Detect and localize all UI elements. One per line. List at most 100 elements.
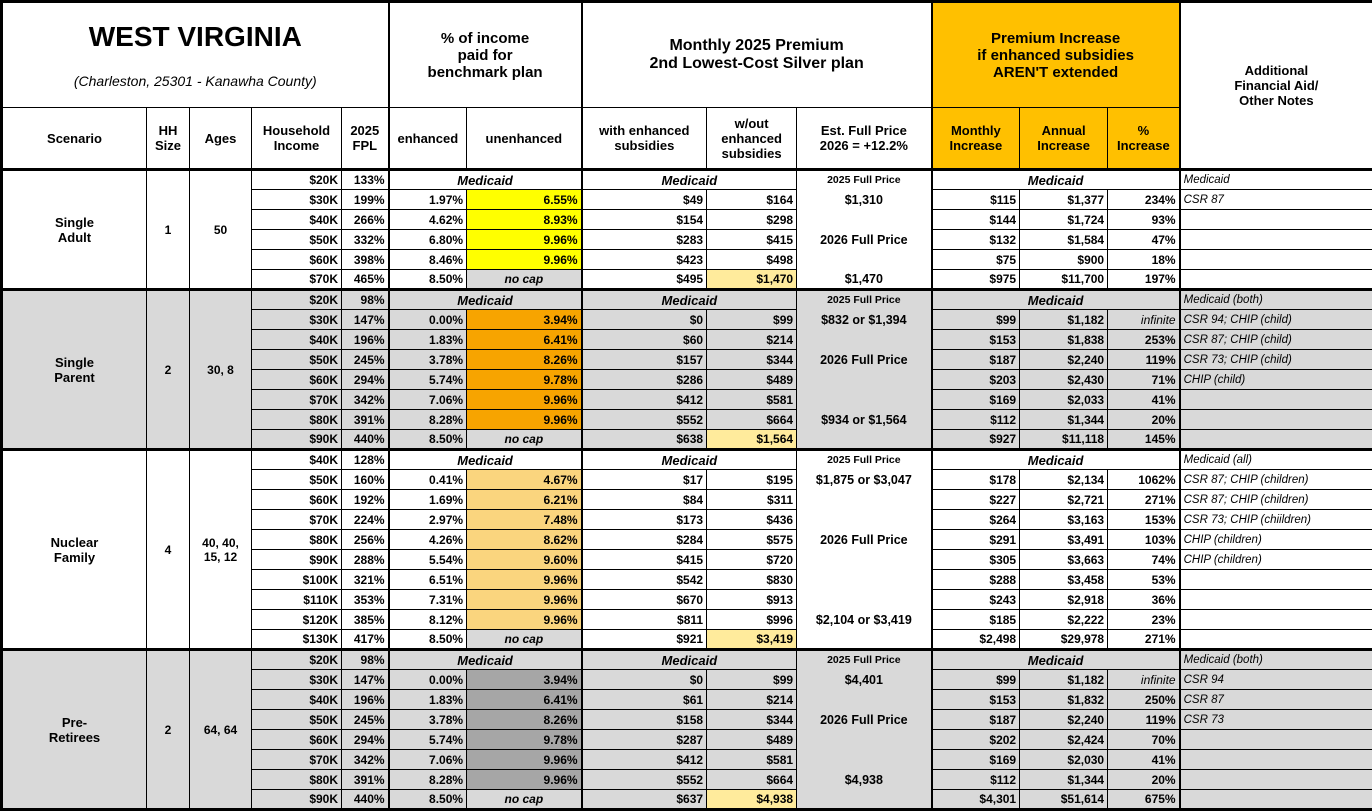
income-cell: $20K — [252, 170, 342, 190]
enhanced-pct-cell: 3.78% — [389, 710, 467, 730]
pct-increase-cell: 36% — [1108, 590, 1180, 610]
fpl-cell: 224% — [342, 510, 389, 530]
income-cell: $40K — [252, 210, 342, 230]
annual-increase-cell: $1,377 — [1020, 190, 1108, 210]
income-cell: $60K — [252, 490, 342, 510]
income-cell: $80K — [252, 530, 342, 550]
without-subsidies-cell: $1,470 — [707, 270, 797, 290]
annual-increase-cell: $1,182 — [1020, 310, 1108, 330]
without-subsidies-cell: $720 — [707, 550, 797, 570]
with-subsidies-cell: $542 — [582, 570, 707, 590]
without-subsidies-cell: $344 — [707, 710, 797, 730]
full-price-cell — [797, 490, 932, 510]
with-subsidies-cell: $173 — [582, 510, 707, 530]
notes-cell — [1180, 790, 1372, 810]
annual-increase-cell: $2,222 — [1020, 610, 1108, 630]
without-subsidies-cell: $575 — [707, 530, 797, 550]
enhanced-pct-cell: 8.50% — [389, 630, 467, 650]
monthly-increase-cell: $243 — [932, 590, 1020, 610]
pct-increase-cell: infinite — [1108, 670, 1180, 690]
medicaid-premium-cell: Medicaid — [582, 170, 797, 190]
without-subsidies-cell: $436 — [707, 510, 797, 530]
monthly-increase-cell: $2,498 — [932, 630, 1020, 650]
monthly-increase-cell: $187 — [932, 350, 1020, 370]
monthly-increase-cell: $288 — [932, 570, 1020, 590]
notes-cell — [1180, 250, 1372, 270]
annual-increase-cell: $11,700 — [1020, 270, 1108, 290]
full-price-cell — [797, 590, 932, 610]
enhanced-pct-cell: 0.41% — [389, 470, 467, 490]
col-header-with-subsidies: with enhanced subsidies — [582, 108, 707, 170]
notes-cell — [1180, 430, 1372, 450]
pct-increase-cell: 74% — [1108, 550, 1180, 570]
full-price-cell — [797, 250, 932, 270]
without-subsidies-cell: $664 — [707, 770, 797, 790]
notes-cell: CHIP (children) — [1180, 530, 1372, 550]
pct-increase-cell: 153% — [1108, 510, 1180, 530]
without-subsidies-cell: $664 — [707, 410, 797, 430]
annual-increase-cell: $2,030 — [1020, 750, 1108, 770]
with-subsidies-cell: $286 — [582, 370, 707, 390]
col-header-annual-increase: Annual Increase — [1020, 108, 1108, 170]
income-cell: $70K — [252, 510, 342, 530]
title-block: WEST VIRGINIA (Charleston, 25301 - Kanaw… — [2, 2, 389, 108]
monthly-increase-cell: $291 — [932, 530, 1020, 550]
notes-cell: CSR 87 — [1180, 190, 1372, 210]
page-title: WEST VIRGINIA — [6, 21, 385, 53]
scenario-cell: Single Adult — [2, 170, 147, 290]
fpl-cell: 353% — [342, 590, 389, 610]
enhanced-pct-cell: 6.51% — [389, 570, 467, 590]
notes-cell — [1180, 630, 1372, 650]
with-subsidies-cell: $811 — [582, 610, 707, 630]
full-price-cell — [797, 730, 932, 750]
income-cell: $100K — [252, 570, 342, 590]
ages-cell: 50 — [190, 170, 252, 290]
without-subsidies-cell: $489 — [707, 730, 797, 750]
unenhanced-pct-cell: no cap — [467, 430, 582, 450]
unenhanced-pct-cell: 9.78% — [467, 730, 582, 750]
unenhanced-pct-cell: 9.96% — [467, 610, 582, 630]
notes-cell — [1180, 590, 1372, 610]
monthly-increase-cell: $115 — [932, 190, 1020, 210]
without-subsidies-cell: $996 — [707, 610, 797, 630]
full-price-cell — [797, 330, 932, 350]
full-price-cell — [797, 210, 932, 230]
annual-increase-cell: $3,458 — [1020, 570, 1108, 590]
annual-increase-cell: $2,240 — [1020, 710, 1108, 730]
fpl-cell: 133% — [342, 170, 389, 190]
enhanced-pct-cell: 1.83% — [389, 330, 467, 350]
enhanced-pct-cell: 5.74% — [389, 370, 467, 390]
fpl-cell: 294% — [342, 730, 389, 750]
unenhanced-pct-cell: 9.96% — [467, 590, 582, 610]
enhanced-pct-cell: 4.26% — [389, 530, 467, 550]
increase-group-header: Premium Increase if enhanced subsidies A… — [932, 2, 1180, 108]
col-header-unenhanced: unenhanced — [467, 108, 582, 170]
income-cell: $90K — [252, 550, 342, 570]
without-subsidies-cell: $99 — [707, 310, 797, 330]
unenhanced-pct-cell: 8.93% — [467, 210, 582, 230]
notes-cell — [1180, 570, 1372, 590]
unenhanced-pct-cell: 4.67% — [467, 470, 582, 490]
enhanced-pct-cell: 5.54% — [389, 550, 467, 570]
full-price-cell: 2025 Full Price — [797, 650, 932, 670]
col-header-enhanced: enhanced — [389, 108, 467, 170]
income-cell: $60K — [252, 370, 342, 390]
monthly-increase-cell: $227 — [932, 490, 1020, 510]
full-price-cell — [797, 790, 932, 810]
fpl-cell: 147% — [342, 670, 389, 690]
notes-cell: CSR 73; CHIP (child) — [1180, 350, 1372, 370]
notes-cell: CSR 87; CHIP (child) — [1180, 330, 1372, 350]
enhanced-pct-cell: 8.28% — [389, 770, 467, 790]
pct-increase-cell: 41% — [1108, 390, 1180, 410]
with-subsidies-cell: $495 — [582, 270, 707, 290]
ages-cell: 40, 40, 15, 12 — [190, 450, 252, 650]
fpl-cell: 321% — [342, 570, 389, 590]
enhanced-pct-cell: 2.97% — [389, 510, 467, 530]
pct-increase-cell: 47% — [1108, 230, 1180, 250]
enhanced-pct-cell: 7.31% — [389, 590, 467, 610]
fpl-cell: 196% — [342, 330, 389, 350]
premium-group-header: Monthly 2025 Premium 2nd Lowest-Cost Sil… — [582, 2, 932, 108]
without-subsidies-cell: $298 — [707, 210, 797, 230]
without-subsidies-cell: $3,419 — [707, 630, 797, 650]
